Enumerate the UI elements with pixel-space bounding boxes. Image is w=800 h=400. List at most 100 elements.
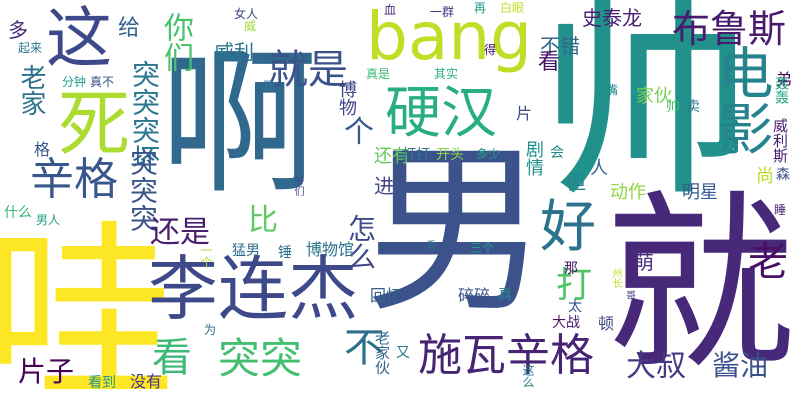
word-sange: 三个 xyxy=(470,241,495,255)
word-bowuguan: 博物馆 xyxy=(306,240,355,259)
word-wei-small: 威 xyxy=(244,19,257,33)
word-meiyou: 没有 xyxy=(130,372,163,391)
word-shuai-small: 帅 xyxy=(666,99,680,115)
word-hui: 会 xyxy=(550,145,564,161)
word-mai: 卖 xyxy=(686,99,700,115)
word-buluosi: 布鲁斯 xyxy=(672,7,787,51)
word-kaitou: 开头 xyxy=(436,147,464,163)
word-yiqun: 一群 xyxy=(430,5,455,19)
word-duo: 多 xyxy=(8,18,28,42)
word-dun: 顿 xyxy=(598,314,615,333)
word-zui: 嘴 xyxy=(606,83,619,97)
word-shuai: 帅 xyxy=(540,0,752,225)
word-jiahuo: 家伙 xyxy=(636,86,672,107)
word-yun: 云 xyxy=(262,79,275,93)
word-sen: 森 xyxy=(776,167,790,183)
word-mingxing: 明星 xyxy=(682,182,718,203)
word-xue: 血 xyxy=(384,3,397,17)
word-weilisi: 威利斯 xyxy=(771,118,789,163)
word-xinge: 辛格 xyxy=(30,154,118,205)
word-meng: 萌 xyxy=(634,250,654,274)
word-fenzhong: 分钟 xyxy=(62,75,87,89)
word-bucuo: 不错 xyxy=(540,34,580,58)
word-a: 啊 xyxy=(160,32,318,216)
word-jiangyou: 酱油 xyxy=(712,349,769,382)
word-dongzuo: 动作 xyxy=(610,182,646,203)
word-zai: 再 xyxy=(474,1,487,15)
word-kan-small: 看 xyxy=(538,50,561,75)
word-duoshao: 多少 xyxy=(476,147,501,161)
word-shui: 睡 xyxy=(774,203,787,217)
word-na: 那 xyxy=(564,261,578,277)
word-da: 打 xyxy=(556,265,593,306)
word-you: 又 xyxy=(396,345,410,361)
word-zhen: 真 xyxy=(498,287,512,303)
word-shenme: 什么 xyxy=(4,205,32,221)
word-dan: 但 xyxy=(566,170,586,194)
word-jin: 进 xyxy=(374,174,394,198)
word-ren: 人 xyxy=(590,158,608,179)
word-qishi: 其实 xyxy=(434,67,459,81)
word-bowu: 博物 xyxy=(336,80,357,116)
word-suisui: 碎碎 xyxy=(458,286,491,305)
word-pianzi: 片子 xyxy=(18,355,75,388)
word-zhenbu: 真不 xyxy=(90,75,115,89)
word-kan-big: 看 xyxy=(152,335,192,381)
word-hao: 好 xyxy=(540,195,596,260)
word-nan: 男 xyxy=(365,125,547,337)
word-yinghan: 硬汉 xyxy=(385,81,497,146)
word-shiwaxinge: 施瓦辛格 xyxy=(418,330,594,381)
word-lilianjie: 李连杰 xyxy=(148,248,358,330)
word-ge-small: 格 xyxy=(34,140,51,159)
word-mengnan: 猛男 xyxy=(232,243,260,259)
word-dazhan: 大战 xyxy=(552,315,580,331)
word-zhouzhang: 州长 xyxy=(610,268,621,288)
word-gei: 给 xyxy=(118,16,141,41)
word-baiyan: 白眼 xyxy=(500,1,525,15)
word-jiu: 就 xyxy=(605,174,796,395)
word-tututuhuai: 突突突坏 xyxy=(128,60,161,172)
word-jiushi: 就是 xyxy=(268,47,348,93)
word-ge-tiny: 哥 xyxy=(626,291,636,302)
word-wa: 哇 xyxy=(0,204,176,400)
word-zhong: 重 xyxy=(426,241,436,252)
word-nvren: 女人 xyxy=(234,7,259,21)
word-qilai: 起来 xyxy=(18,41,43,55)
word-kandao: 看到 xyxy=(88,375,116,391)
word-nimen: 你们 xyxy=(158,12,193,72)
word-haiyou: 还有 xyxy=(374,146,410,167)
word-zhenshi: 真是 xyxy=(366,67,391,81)
word-lao: 老 xyxy=(748,239,788,285)
word-honghong: 轰轰 xyxy=(773,76,789,104)
word-bang: bang xyxy=(366,0,533,75)
word-shang: 尚 xyxy=(756,166,774,187)
word-bu: 不 xyxy=(344,325,384,371)
word-zenme: 怎么 xyxy=(344,214,377,270)
word-dashu: 大叔 xyxy=(626,349,686,384)
word-ge: 个 xyxy=(344,115,374,150)
word-zhe: 这 xyxy=(46,0,112,77)
word-juqing: 剧情 xyxy=(523,140,544,176)
word-bi: 比 xyxy=(248,203,278,238)
word-dianying: 电影 xyxy=(708,44,773,156)
word-tututu: 突突突 xyxy=(126,148,159,232)
word-shitailong: 史泰龙 xyxy=(582,6,642,30)
word-laojiahuo: 老家伙 xyxy=(373,330,391,375)
word-weili: 威利 xyxy=(214,40,254,64)
word-nanren: 男人 xyxy=(36,213,61,227)
word-huiyi: 回忆 xyxy=(370,286,403,305)
word-dada: 打打 xyxy=(402,147,430,163)
word-di: 弟 xyxy=(776,70,793,89)
word-wei: 为 xyxy=(204,323,217,337)
word-yemen: 爷们 xyxy=(292,176,303,196)
word-tutu: 突突 xyxy=(218,334,303,383)
word-chui: 锤 xyxy=(278,245,292,261)
word-haishi: 还是 xyxy=(150,215,210,250)
word-zheme: 这么 xyxy=(521,364,535,388)
word-laojia: 老家 xyxy=(16,64,46,116)
word-tai: 太 xyxy=(568,299,582,315)
word-pian: 片 xyxy=(516,104,533,123)
word-yige: 一个 xyxy=(199,244,213,268)
word-si: 死 xyxy=(58,82,131,166)
